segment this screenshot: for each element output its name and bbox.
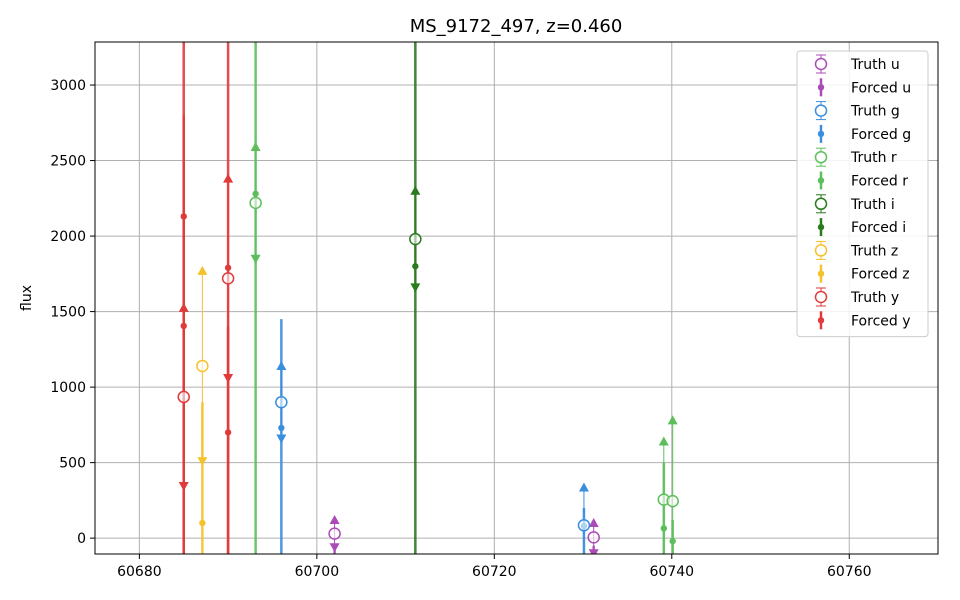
chart-title: MS_9172_497, z=0.460: [410, 16, 623, 37]
legend-entry-label: Forced i: [851, 220, 906, 236]
truth-i-lower-cap: [410, 283, 421, 293]
legend-marker-forced: [817, 223, 825, 231]
y-tick-label: 500: [59, 456, 86, 472]
legend-marker-truth: [814, 290, 828, 304]
truth-r-upper-cap: [250, 141, 261, 151]
truth-r-upper-cap: [658, 436, 669, 446]
legend-marker-forced: [817, 130, 825, 138]
truth-r-point: [249, 196, 262, 210]
y-tick-label: 1500: [50, 305, 86, 321]
y-tick-label: 1000: [50, 380, 86, 396]
legend-marker-forced: [817, 317, 825, 324]
truth-r-lower-cap: [250, 254, 261, 264]
truth-u-upper-cap: [588, 518, 599, 528]
legend-marker-forced: [817, 84, 825, 91]
y-axis-label: flux: [19, 285, 35, 311]
truth-g-upper-cap: [578, 482, 589, 492]
truth-g-lower-cap: [579, 579, 589, 588]
legend-marker-truth: [814, 57, 828, 71]
truth-g-upper-cap: [276, 360, 287, 370]
y-tick-label: 2500: [50, 154, 86, 170]
truth-r-lower-cap: [658, 553, 669, 554]
truth-u-point: [328, 527, 341, 540]
x-tick-label: 60720: [472, 564, 517, 580]
truth-i-upper-cap: [410, 185, 421, 195]
legend-entry-label: Forced z: [851, 267, 910, 283]
truth-g-point: [275, 395, 288, 409]
legend-entry-label: Truth z: [850, 243, 898, 259]
forced-y-point: [224, 429, 232, 436]
legend-entry-label: Forced y: [851, 313, 911, 329]
truth-r-upper-cap: [667, 415, 678, 425]
legend-entry-label: Truth y: [850, 290, 899, 306]
plot-area: [177, 42, 679, 588]
legend-entry-label: Truth g: [850, 104, 900, 120]
legend-marker-truth: [814, 197, 828, 211]
y-tick-label: 3000: [50, 78, 86, 94]
truth-y-point: [221, 272, 235, 285]
legend-entry-label: Forced u: [851, 80, 911, 96]
legend-marker-forced: [817, 270, 825, 277]
truth-u-point: [587, 531, 600, 544]
truth-u-lower-cap: [329, 543, 340, 553]
truth-z-upper-cap: [197, 265, 208, 275]
truth-i-point: [409, 232, 422, 246]
legend-entry-label: Forced g: [851, 127, 911, 143]
forced-z-point: [199, 519, 206, 527]
truth-g-point: [577, 519, 591, 532]
truth-g-lower-cap: [276, 434, 287, 444]
legend-marker-truth: [814, 104, 828, 117]
truth-y-lower-cap: [223, 374, 234, 384]
truth-u-upper-cap: [329, 515, 340, 525]
x-tick-label: 60680: [117, 564, 162, 580]
legend-box: [796, 50, 929, 338]
truth-y-lower-cap: [178, 482, 189, 492]
legend-entry-label: Forced r: [851, 174, 908, 190]
truth-z-point: [196, 359, 209, 373]
y-tick-label: 2000: [50, 229, 86, 245]
legend-entry-label: Truth u: [850, 57, 900, 73]
truth-y-upper-cap: [223, 173, 234, 183]
x-tick-label: 60740: [650, 564, 695, 580]
y-tick-label: 0: [77, 531, 86, 547]
truth-r-point: [666, 494, 679, 508]
x-tick-label: 60760: [827, 564, 872, 580]
legend-marker-forced: [817, 177, 825, 184]
truth-y-point: [177, 390, 190, 404]
legend-entry-label: Truth i: [850, 197, 895, 213]
legend-marker-truth: [814, 244, 828, 257]
axis-ticks: 60680 60700 60720 60740 60760 0 500 1000 1500 200…: [50, 78, 871, 580]
legend-entry-label: Truth r: [850, 150, 897, 166]
truth-u-lower-cap: [588, 549, 599, 554]
legend: Truth u Forced u Truth g Forced g Truth r For…: [796, 50, 929, 338]
legend-marker-truth: [814, 150, 828, 164]
truth-r-lower-cap: [668, 579, 678, 588]
forced-u-point: [591, 565, 597, 571]
truth-z-lower-cap: [197, 457, 208, 467]
truth-y-upper-cap: [178, 302, 189, 312]
x-tick-label: 60700: [295, 564, 340, 580]
plot-frame: [94, 41, 939, 555]
